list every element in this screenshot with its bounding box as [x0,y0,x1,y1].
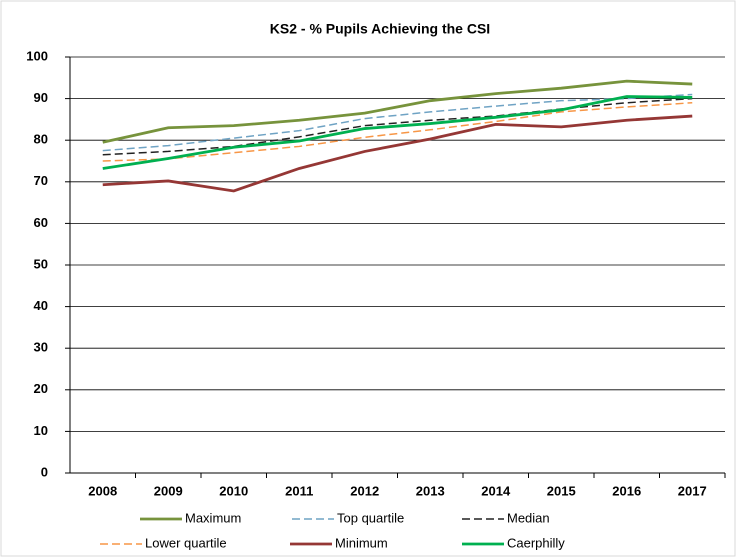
y-tick-label: 30 [34,340,48,355]
series-line [102,114,693,193]
legend-label: Minimum [335,535,388,550]
x-tick-label: 2014 [481,483,511,498]
y-tick-label: 70 [34,173,48,188]
x-tick-label: 2017 [678,483,707,498]
y-tick-label: 100 [26,48,48,63]
x-tick-label: 2015 [547,483,576,498]
y-tick-label: 50 [34,256,48,271]
y-tick-label: 40 [34,298,48,313]
x-tick-label: 2012 [350,483,379,498]
x-tick-label: 2009 [154,483,183,498]
series-line [102,79,693,144]
legend-label: Maximum [185,510,241,525]
y-tick-label: 20 [34,381,48,396]
y-tick-label: 90 [34,90,48,105]
y-tick-label: 80 [34,132,48,147]
chart-title: KS2 - % Pupils Achieving the CSI [270,21,490,37]
series-line [102,102,693,162]
series-line [102,95,693,170]
x-tick-label: 2013 [416,483,445,498]
y-tick-label: 10 [34,423,48,438]
series-line [102,97,693,156]
legend-label: Median [507,510,550,525]
legend-label: Caerphilly [507,535,565,550]
x-tick-label: 2010 [219,483,248,498]
series-line [102,93,693,152]
x-tick-label: 2008 [88,483,117,498]
legend-label: Lower quartile [145,535,227,550]
y-tick-label: 60 [34,215,48,230]
legend-label: Top quartile [337,510,404,525]
y-tick-label: 0 [41,464,48,479]
x-tick-label: 2016 [612,483,641,498]
x-tick-label: 2011 [285,483,313,498]
